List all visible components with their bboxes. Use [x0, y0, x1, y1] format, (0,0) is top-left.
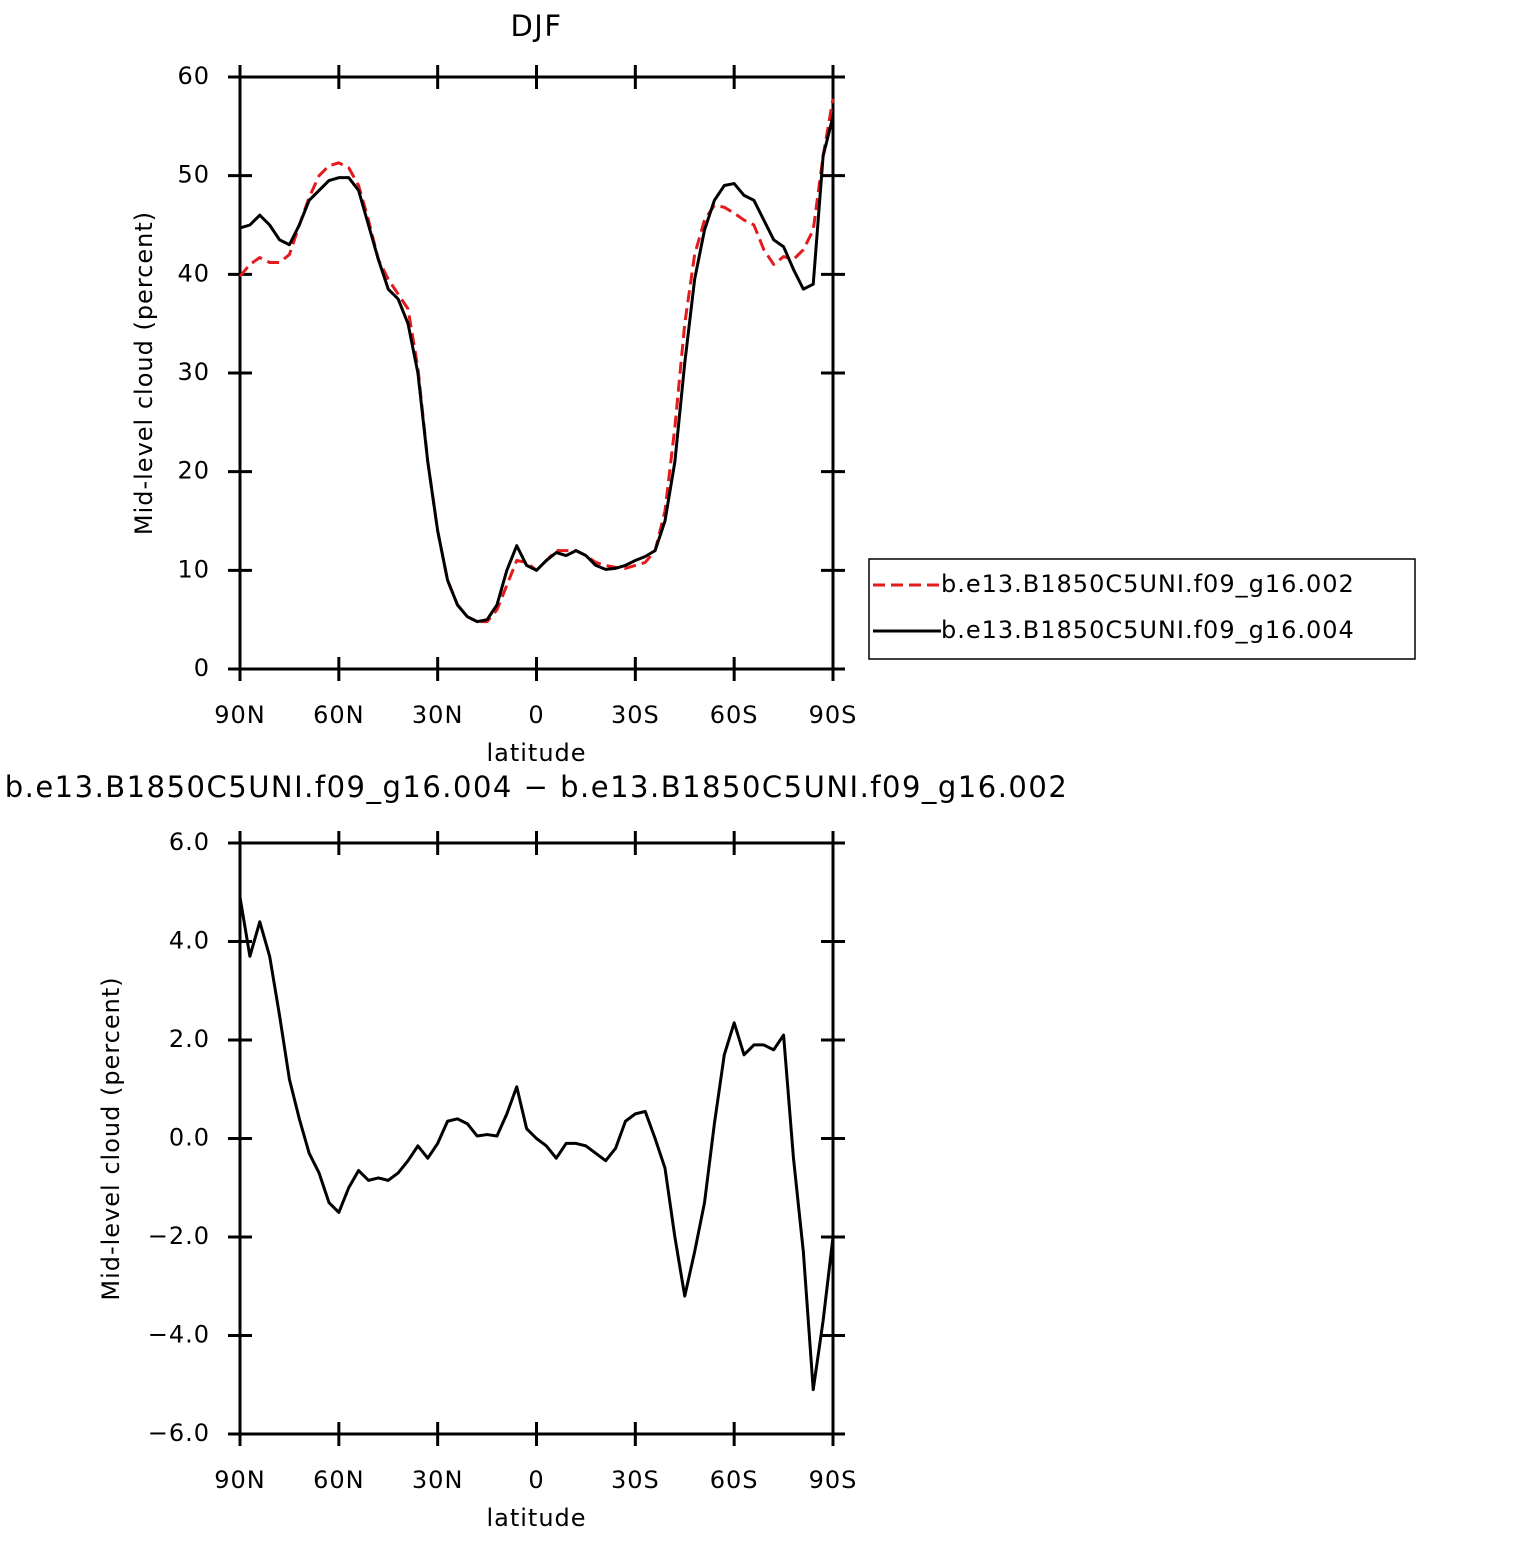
- y-tick-label: 2.0: [169, 1025, 210, 1053]
- y-tick-label: 60: [177, 62, 210, 90]
- x-tick-label: 30N: [412, 1466, 464, 1494]
- y-axis-label: Mid-level cloud (percent): [97, 976, 125, 1300]
- y-tick-label: −4.0: [148, 1321, 210, 1349]
- x-tick-label: 0: [528, 1466, 544, 1494]
- x-tick-label: 60N: [313, 701, 365, 729]
- y-tick-label: 6.0: [169, 828, 210, 856]
- x-tick-label: 30S: [611, 1466, 660, 1494]
- y-tick-label: 40: [177, 259, 210, 287]
- x-tick-label: 0: [528, 701, 544, 729]
- data-line: [239, 116, 835, 624]
- x-tick-label: 60N: [313, 1466, 365, 1494]
- x-tick-label: 90S: [809, 701, 858, 729]
- legend-label: b.e13.B1850C5UNI.f09_g16.002: [941, 570, 1355, 598]
- chart-title: DJF: [510, 9, 562, 43]
- y-tick-label: −2.0: [148, 1222, 210, 1250]
- y-tick-label: 4.0: [169, 927, 210, 955]
- x-tick-label: 90N: [214, 1466, 266, 1494]
- x-axis-label: latitude: [486, 739, 586, 767]
- x-tick-label: 30S: [611, 701, 660, 729]
- x-axis-label: latitude: [486, 1504, 586, 1532]
- x-tick-label: 60S: [710, 701, 759, 729]
- x-tick-label: 60S: [710, 1466, 759, 1494]
- y-tick-label: 0.0: [169, 1124, 210, 1152]
- legend-label: b.e13.B1850C5UNI.f09_g16.004: [941, 616, 1355, 644]
- y-axis-label: Mid-level cloud (percent): [130, 211, 158, 535]
- x-tick-label: 30N: [412, 701, 464, 729]
- y-tick-label: 20: [177, 457, 210, 485]
- y-tick-label: 50: [177, 161, 210, 189]
- data-line: [238, 896, 835, 1392]
- y-tick-label: 30: [177, 358, 210, 386]
- legend-box: [868, 558, 1416, 660]
- x-tick-label: 90S: [809, 1466, 858, 1494]
- data-line: [238, 98, 835, 624]
- y-tick-label: −6.0: [148, 1419, 210, 1447]
- chart-title: b.e13.B1850C5UNI.f09_g16.004 − b.e13.B18…: [5, 770, 1069, 804]
- y-tick-label: 10: [177, 555, 210, 583]
- plot-frame: [238, 75, 835, 671]
- x-tick-label: 90N: [214, 701, 266, 729]
- y-tick-label: 0: [194, 654, 210, 682]
